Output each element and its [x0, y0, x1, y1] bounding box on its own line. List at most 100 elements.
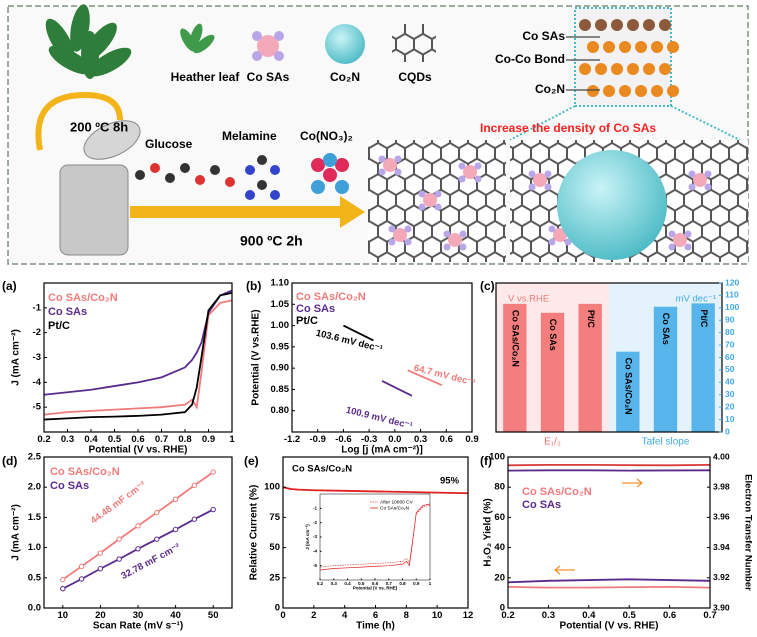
n-atom: [418, 203, 426, 211]
x-tick-label: 0.3: [414, 434, 427, 445]
axis-arrow: [554, 565, 575, 575]
bar: [540, 312, 565, 432]
panel-label: (d): [2, 454, 17, 468]
annotation: 103.6 mV dec⁻¹: [315, 328, 384, 355]
panel-label: (f): [480, 454, 492, 468]
annotation: 95%: [440, 476, 460, 487]
n-atom: [548, 225, 556, 233]
x-tick-label: 1: [229, 434, 235, 445]
y2-tick-label: 100: [725, 302, 740, 312]
y-tick-label: -3: [33, 352, 41, 363]
y-tick-label: 40: [494, 542, 505, 553]
x-tick-label: 6: [373, 610, 378, 621]
x-axis-label: Potential (V vs. RHE): [89, 445, 188, 456]
bar-label: Co SAs: [661, 313, 671, 345]
legend-label: Co SAs/Co₂N: [292, 464, 352, 475]
x-tick-label: 30: [133, 610, 144, 621]
x-tick-label: -0.6: [335, 434, 351, 445]
x-tick-label: 0.9: [413, 581, 420, 586]
y-tick-label: 0.85: [271, 384, 290, 395]
n-atom: [418, 190, 426, 198]
x-tick-label: 0.3: [61, 434, 74, 445]
bar: [653, 306, 678, 432]
x-tick-label: 2: [311, 610, 316, 621]
group-label: Tafel slope: [642, 437, 690, 448]
scheme-legend: Co SAs: [247, 70, 290, 84]
marker: [191, 482, 198, 489]
atom: [651, 85, 663, 97]
series-line: [319, 505, 431, 568]
marker: [172, 496, 179, 502]
n-atom: [668, 243, 676, 251]
x-tick-label: 40: [170, 610, 181, 621]
molecule-atom: [257, 180, 267, 190]
x-tick-label: 0.6: [372, 581, 379, 586]
x-tick-label: -0.9: [310, 434, 326, 445]
molecule-atom: [323, 168, 337, 182]
x-tick-label: 0.0: [388, 434, 401, 445]
x-axis-label: Log [j (mA cm⁻²)]: [341, 445, 423, 456]
atom: [603, 85, 615, 97]
n-atom: [252, 31, 262, 41]
y-tick-label: 75: [269, 512, 280, 523]
marker: [135, 523, 141, 529]
bar-label: Pt/C: [699, 309, 709, 328]
n-atom: [684, 243, 692, 251]
atom: [651, 41, 663, 53]
y2-tick-label: 20: [725, 401, 735, 411]
legend-label: Co SAs: [50, 480, 89, 492]
bar-label: Pt/C: [586, 310, 596, 329]
n-atom: [684, 230, 692, 238]
atom: [627, 19, 639, 31]
x-tick-label: 0.2: [37, 434, 50, 445]
atom: [627, 63, 639, 75]
series-line: [381, 380, 413, 397]
n-atom: [378, 168, 386, 176]
molecule-atom: [270, 190, 280, 200]
atom: [643, 63, 655, 75]
y-tick-label: -4: [313, 549, 317, 554]
x-tick-label: 1: [429, 581, 432, 586]
y2-tick-label: 3.94: [713, 542, 730, 552]
x-tick-label: 0.6: [663, 610, 676, 621]
y2-tick-label: 3.98: [713, 481, 730, 491]
atom: [643, 19, 655, 31]
co-sa: [463, 165, 477, 179]
n-atom: [443, 243, 451, 251]
n-atom: [704, 170, 712, 178]
guide: [670, 105, 741, 141]
legend-label: Co SAs/Co₂N: [48, 292, 118, 304]
n-atom: [459, 230, 467, 238]
co-sa: [533, 173, 547, 187]
marker: [116, 536, 122, 542]
bar: [616, 351, 640, 432]
yellow-arrow: [35, 91, 123, 151]
molecule-atom: [180, 163, 190, 173]
n-atom: [394, 168, 402, 176]
x-tick-label: -1.2: [284, 434, 300, 445]
y-axis-label: Potential (V vs.RHE): [251, 309, 262, 405]
x-tick-label: 0.5: [108, 434, 122, 445]
marker: [154, 536, 160, 542]
precursor: Glucose: [145, 137, 193, 151]
y-tick-label: -5: [33, 402, 42, 413]
n-atom: [252, 51, 262, 61]
molecule-atom: [165, 173, 175, 183]
molecule-atom: [135, 170, 145, 180]
legend-label: Co SAs: [522, 499, 561, 511]
n-atom: [404, 238, 412, 246]
x-tick-label: 10: [58, 610, 69, 621]
panel-label: (c): [480, 279, 495, 293]
n-atom: [544, 170, 552, 178]
x-tick-label: 0.2: [317, 581, 324, 586]
legend-label: Co SAs/Co₂N: [50, 466, 120, 478]
atom: [611, 19, 623, 31]
y-tick-label: 60: [494, 512, 505, 523]
leaf: [81, 31, 99, 79]
co2n-icon: [325, 24, 365, 64]
co-sa: [383, 158, 397, 172]
atom: [635, 85, 647, 97]
x-tick-label: 0.7: [155, 434, 168, 445]
n-atom: [443, 230, 451, 238]
